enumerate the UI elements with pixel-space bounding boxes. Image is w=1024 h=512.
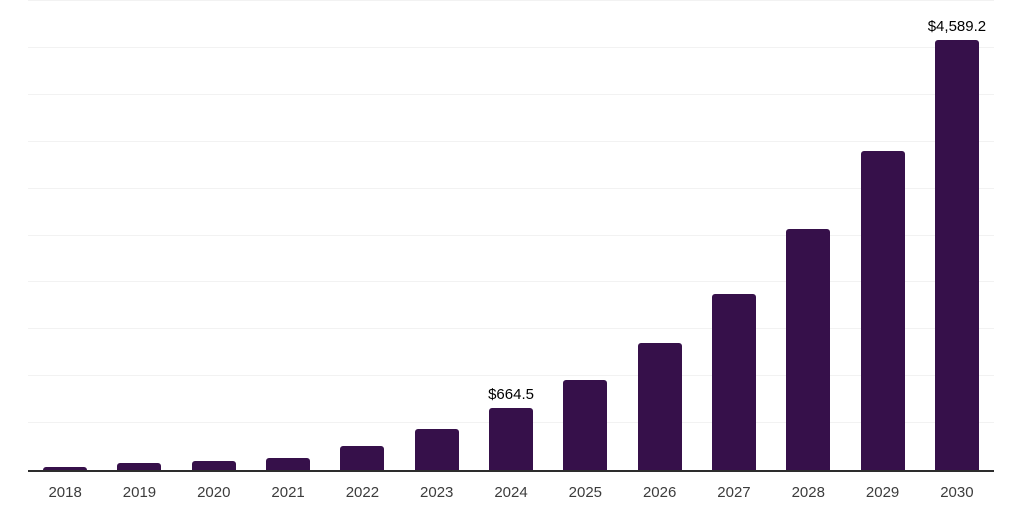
bar-2024[interactable]: $664.5 [488,386,534,470]
plot-area: $664.5 $4,589.2 [28,0,994,472]
bar-2027[interactable] [711,294,756,470]
x-tick-2029: 2029 [865,484,900,501]
bar-cell-2022 [325,1,399,470]
gridline-5000 [28,0,994,1]
bar-value-label-2030: $4,589.2 [927,17,987,35]
x-tick-2022: 2022 [345,484,380,501]
x-tick-2026: 2026 [642,484,677,501]
bar-2030[interactable]: $4,589.2 [928,18,986,470]
bar-cell-2020 [177,1,251,470]
bar-2028[interactable] [786,229,831,470]
bar-cell-2019 [102,1,176,470]
bars-row: $664.5 $4,589.2 [28,1,994,470]
x-axis-line [28,470,994,472]
bar-cell-2021 [251,1,325,470]
bar-2022[interactable] [340,446,385,470]
x-tick-2020: 2020 [197,484,231,501]
bar-cell-2018 [28,1,102,470]
gridline-2500 [28,234,994,236]
x-tick-2018: 2018 [48,484,82,501]
x-tick-2019: 2019 [122,484,157,501]
gridline-4000 [28,93,994,95]
bar-2029[interactable] [860,151,905,470]
bar-2025[interactable] [563,380,608,470]
x-tick-2023: 2023 [420,484,454,501]
bar-2019[interactable] [117,463,162,470]
gridline-1000 [28,375,994,377]
bar-value-label-2024: $664.5 [488,385,534,403]
x-tick-2027: 2027 [717,484,751,501]
gridline-4500 [28,46,994,48]
bar-cell-2025 [548,1,622,470]
gridline-2000 [28,281,994,283]
bar-cell-2030: $4,589.2 [920,1,994,470]
x-tick-2021: 2021 [271,484,305,501]
x-tick-2025: 2025 [568,484,603,501]
bar-cell-2024: $664.5 [474,1,548,470]
x-tick-2030: 2030 [940,484,974,501]
x-tick-2024: 2024 [494,484,528,501]
bar-2023[interactable] [414,428,459,470]
x-tick-2028: 2028 [791,484,825,501]
gridline-1500 [28,328,994,330]
bar-2020[interactable] [191,460,236,470]
bar-cell-2023 [400,1,474,470]
bar-cell-2026 [623,1,697,470]
bar-cell-2028 [771,1,845,470]
bar-2021[interactable] [266,457,311,470]
bar-2026[interactable] [637,343,682,470]
bar-cell-2029 [845,1,919,470]
bar-2018[interactable] [43,466,88,470]
bar-cell-2027 [697,1,771,470]
gridline-3000 [28,187,994,189]
gridline-3500 [28,140,994,142]
x-axis-labels: 2018 2019 2020 2021 2022 2023 2024 2025 2026 2027… [28,483,994,503]
